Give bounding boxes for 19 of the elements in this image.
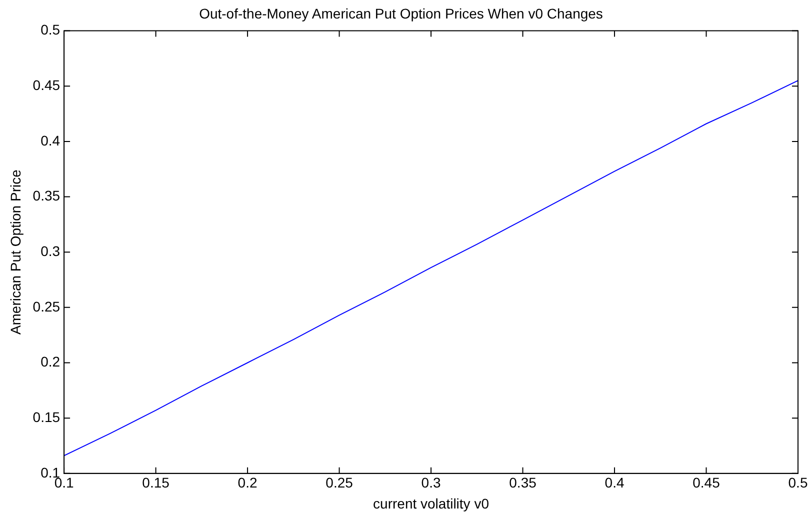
chart-title: Out-of-the-Money American Put Option Prices When v0 Changes — [199, 5, 603, 22]
x-tick-label: 0.15 — [142, 474, 170, 491]
x-tick-label: 0.3 — [421, 474, 441, 491]
y-tick-label: 0.45 — [32, 76, 60, 93]
y-tick-label: 0.35 — [32, 188, 60, 204]
x-axis-title: current volatility v0 — [373, 495, 490, 512]
y-tick-label: 0.2 — [40, 354, 60, 370]
y-tick-label: 0.3 — [40, 242, 60, 259]
x-tick-label: 0.4 — [604, 474, 624, 491]
x-tick-label: 0.5 — [788, 474, 808, 491]
y-tick-label: 0.25 — [32, 298, 60, 314]
y-tick-label: 0.15 — [32, 408, 60, 425]
x-tick-label: 0.45 — [692, 474, 720, 491]
x-tick-label: 0.25 — [326, 474, 354, 491]
y-tick-label: 0.5 — [40, 22, 60, 38]
x-tick-label: 0.35 — [509, 474, 537, 491]
y-axis-title: American Put Option Price — [7, 169, 24, 335]
x-tick-label: 0.2 — [238, 474, 258, 491]
y-tick-label: 0.4 — [40, 132, 60, 148]
